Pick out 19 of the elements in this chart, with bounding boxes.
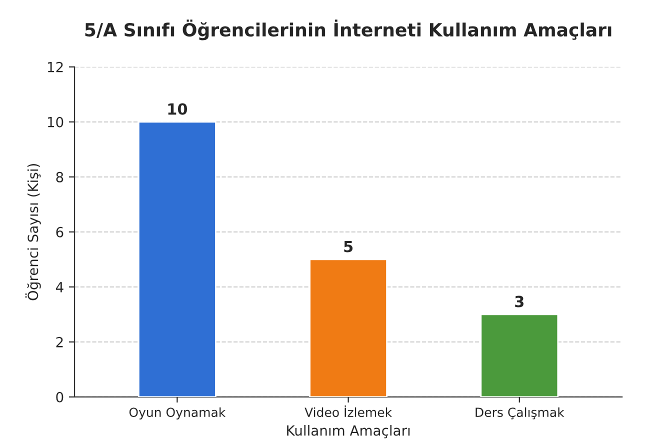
y-tick-label: 4 bbox=[56, 282, 64, 292]
bar bbox=[480, 314, 559, 397]
bar bbox=[138, 121, 216, 397]
y-tick-label: 8 bbox=[56, 172, 64, 182]
y-tick-label: 6 bbox=[56, 226, 64, 238]
y-tick-label: 0 bbox=[56, 392, 64, 402]
y-axis-title: Öğrenci Sayısı (Kişi) bbox=[25, 164, 41, 300]
data-label: 3 bbox=[515, 296, 524, 308]
data-label: 5 bbox=[344, 240, 353, 252]
x-tick-label: Video İzlemek bbox=[304, 405, 392, 418]
y-tick-label: 10 bbox=[48, 116, 64, 128]
y-tick-label: 2 bbox=[56, 336, 63, 348]
y-tick-label: 12 bbox=[48, 62, 63, 72]
x-axis-title: Kullanım Amaçları bbox=[287, 425, 410, 438]
x-tick-label: Ders Çalışmak bbox=[476, 407, 564, 420]
x-tick-label: Oyun Oynamak bbox=[129, 407, 226, 420]
data-label: 10 bbox=[168, 103, 188, 115]
chart-title: 5/A Sınıfı Öğrencilerinin İnterneti Kullanım Amaçları bbox=[85, 20, 612, 40]
bar bbox=[309, 258, 388, 397]
